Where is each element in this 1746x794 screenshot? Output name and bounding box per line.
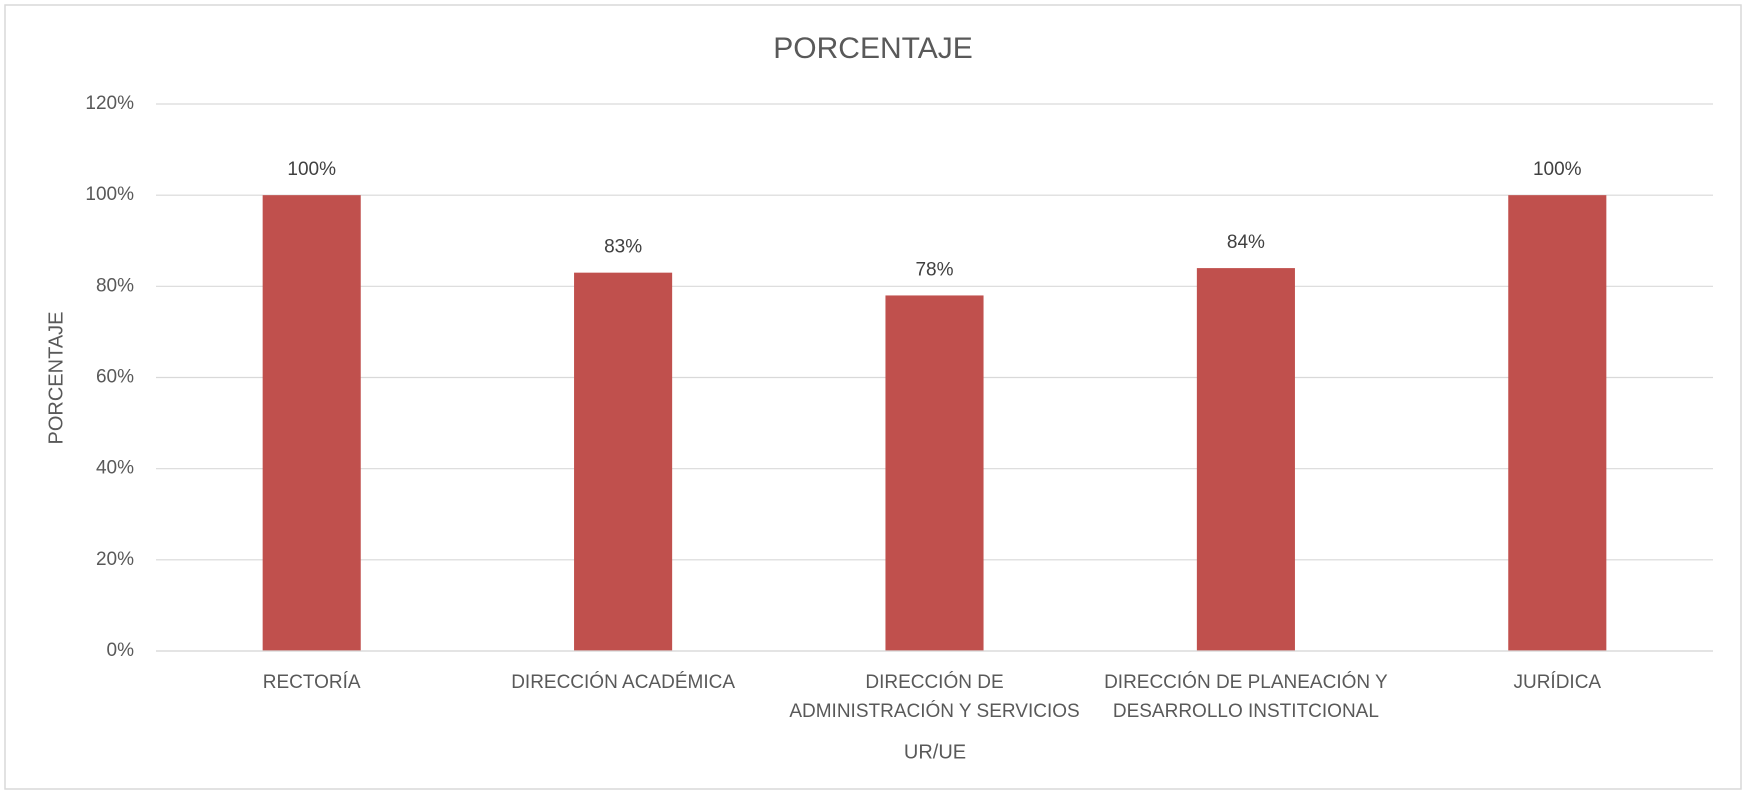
- x-tick-label: JURÍDICA: [1513, 672, 1601, 693]
- x-tick-label: DIRECCIÓN ACADÉMICA: [511, 671, 735, 693]
- x-tick-label: RECTORÍA: [263, 672, 361, 693]
- y-tick-label: 100%: [85, 184, 134, 205]
- bar: [1196, 268, 1295, 651]
- bar: [262, 195, 361, 651]
- chart-title: PORCENTAJE: [773, 32, 972, 65]
- bar: [574, 272, 673, 651]
- y-tick-label: 20%: [96, 549, 134, 570]
- x-tick-label: DIRECCIÓN DE PLANEACIÓN Y DESARROLLO INST…: [1104, 671, 1388, 722]
- y-tick-label: 0%: [107, 640, 135, 661]
- bar: [885, 295, 984, 651]
- y-tick-label: 120%: [85, 93, 134, 114]
- y-axis-title: PORCENTAJE: [45, 312, 67, 445]
- data-label: 78%: [915, 259, 953, 280]
- x-axis-title: UR/UE: [904, 741, 966, 763]
- y-tick-label: 80%: [96, 275, 134, 296]
- data-label: 83%: [604, 237, 642, 258]
- y-tick-label: 60%: [96, 367, 134, 388]
- y-tick-label: 40%: [96, 458, 134, 479]
- data-label: 100%: [287, 159, 336, 180]
- data-label: 84%: [1227, 232, 1265, 253]
- x-tick-label: DIRECCIÓN DE ADMINISTRACIÓN Y SERVICIOS: [789, 671, 1079, 722]
- data-label: 100%: [1533, 159, 1582, 180]
- bar: [1508, 195, 1607, 651]
